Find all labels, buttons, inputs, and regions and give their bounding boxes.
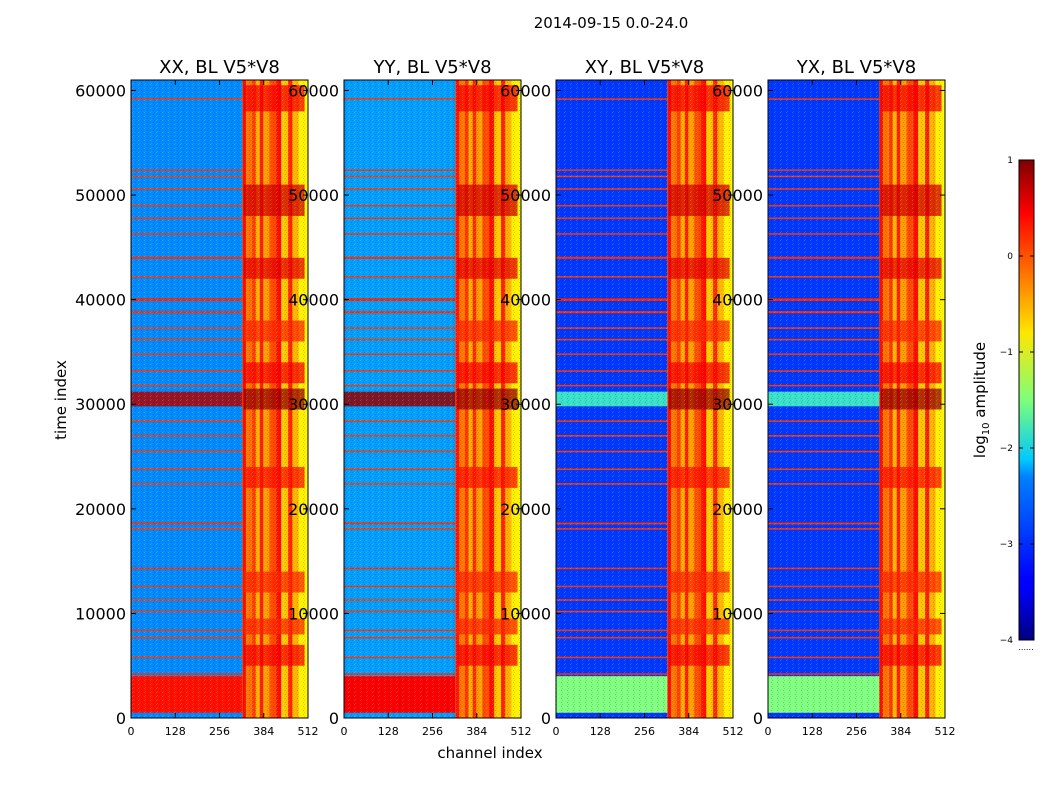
y-tick-label: 10000 [75, 604, 126, 623]
y-tick-label: 60000 [75, 81, 126, 100]
y-tick-label: 50000 [500, 186, 551, 205]
y-tick-label: 10000 [712, 604, 763, 623]
colorbar-label: log10 amplitude [971, 342, 992, 458]
y-tick-label: 40000 [500, 291, 551, 310]
x-tick-label: 384 [890, 725, 911, 738]
colorbar-extra-text: ...... [1018, 643, 1033, 652]
colorbar-tick-label: −4 [1000, 636, 1014, 646]
heatmap-image [768, 80, 945, 718]
noise-overlay [556, 80, 733, 718]
heatmap-image [344, 80, 521, 718]
y-tick-label: 60000 [288, 81, 339, 100]
x-tick-label: 0 [128, 725, 135, 738]
y-tick-label: 0 [541, 709, 551, 728]
heatmap-image [131, 80, 308, 718]
noise-overlay [131, 80, 308, 718]
x-tick-label: 128 [802, 725, 823, 738]
y-tick-label: 40000 [288, 291, 339, 310]
y-tick-label: 30000 [75, 395, 126, 414]
x-tick-label: 512 [298, 725, 319, 738]
y-tick-label: 20000 [712, 500, 763, 519]
x-tick-label: 512 [935, 725, 956, 738]
colorbar-tick-label: −1 [1000, 348, 1013, 358]
y-tick-label: 20000 [75, 500, 126, 519]
y-tick-label: 40000 [75, 291, 126, 310]
x-tick-label: 0 [341, 725, 348, 738]
y-tick-label: 20000 [500, 500, 551, 519]
x-tick-label: 128 [165, 725, 186, 738]
y-tick-label: 40000 [712, 291, 763, 310]
y-axis-label: time index [52, 360, 70, 440]
figure-suptitle: 2014-09-15 0.0-24.0 [534, 14, 689, 32]
colorbar-label-subscript: 10 [981, 422, 992, 435]
panel-title: YY, BL V5*V8 [372, 57, 491, 78]
x-tick-label: 256 [634, 725, 655, 738]
colorbar-tick-label: 1 [1007, 156, 1013, 166]
colorbar-gradient [1018, 159, 1035, 641]
panel-4: YX, BL V5*V8 0 128 256 384 512 0 10000 20000 3000… [712, 57, 955, 738]
colorbar-label-prefix: log [971, 435, 989, 458]
panel-1: XX, BL V5*V8 0 128 256 384 512 0 10000 20000 3000… [75, 57, 318, 738]
y-tick-label: 60000 [712, 81, 763, 100]
colorbar: 10−1−2−3−4 log10 amplitude ...... [971, 156, 1035, 652]
panel-title: YX, BL V5*V8 [796, 57, 916, 78]
y-tick-label: 60000 [500, 81, 551, 100]
x-tick-label: 256 [422, 725, 443, 738]
panel-2: YY, BL V5*V8 0 128 256 384 512 0 10000 20000 3000… [288, 57, 531, 738]
y-tick-label: 50000 [288, 186, 339, 205]
x-tick-label: 384 [253, 725, 274, 738]
heatmap-image [556, 80, 733, 718]
panel-3: XY, BL V5*V8 0 128 256 384 512 0 10000 20000 3000… [500, 57, 743, 738]
panel-title: XY, BL V5*V8 [585, 57, 704, 78]
y-tick-label: 30000 [288, 395, 339, 414]
noise-overlay [344, 80, 521, 718]
panels: XX, BL V5*V8 0 128 256 384 512 0 10000 20000 3000… [75, 57, 955, 738]
y-tick-label: 10000 [288, 604, 339, 623]
x-axis-label: channel index [437, 744, 542, 762]
y-tick-label: 10000 [500, 604, 551, 623]
y-tick-label: 50000 [75, 186, 126, 205]
x-tick-label: 128 [590, 725, 611, 738]
x-tick-label: 0 [765, 725, 772, 738]
x-tick-label: 256 [209, 725, 230, 738]
x-tick-label: 128 [378, 725, 399, 738]
y-tick-label: 50000 [712, 186, 763, 205]
x-tick-label: 384 [466, 725, 487, 738]
x-tick-label: 512 [723, 725, 744, 738]
noise-overlay [768, 80, 945, 718]
colorbar-tick-label: −3 [1000, 540, 1013, 550]
colorbar-tick-label: 0 [1007, 252, 1013, 262]
colorbar-label-suffix: amplitude [971, 342, 989, 423]
panel-title: XX, BL V5*V8 [159, 57, 280, 78]
y-tick-label: 30000 [500, 395, 551, 414]
x-tick-label: 0 [553, 725, 560, 738]
x-tick-label: 384 [678, 725, 699, 738]
x-tick-label: 256 [846, 725, 867, 738]
y-tick-label: 0 [116, 709, 126, 728]
y-tick-label: 0 [329, 709, 339, 728]
x-tick-label: 512 [511, 725, 532, 738]
y-tick-label: 0 [753, 709, 763, 728]
colorbar-tick-label: −2 [1000, 444, 1013, 454]
y-tick-label: 20000 [288, 500, 339, 519]
colorbar-ticks: 1 0 −1 −2 −3 −4 [1000, 156, 1034, 646]
y-tick-label: 30000 [712, 395, 763, 414]
